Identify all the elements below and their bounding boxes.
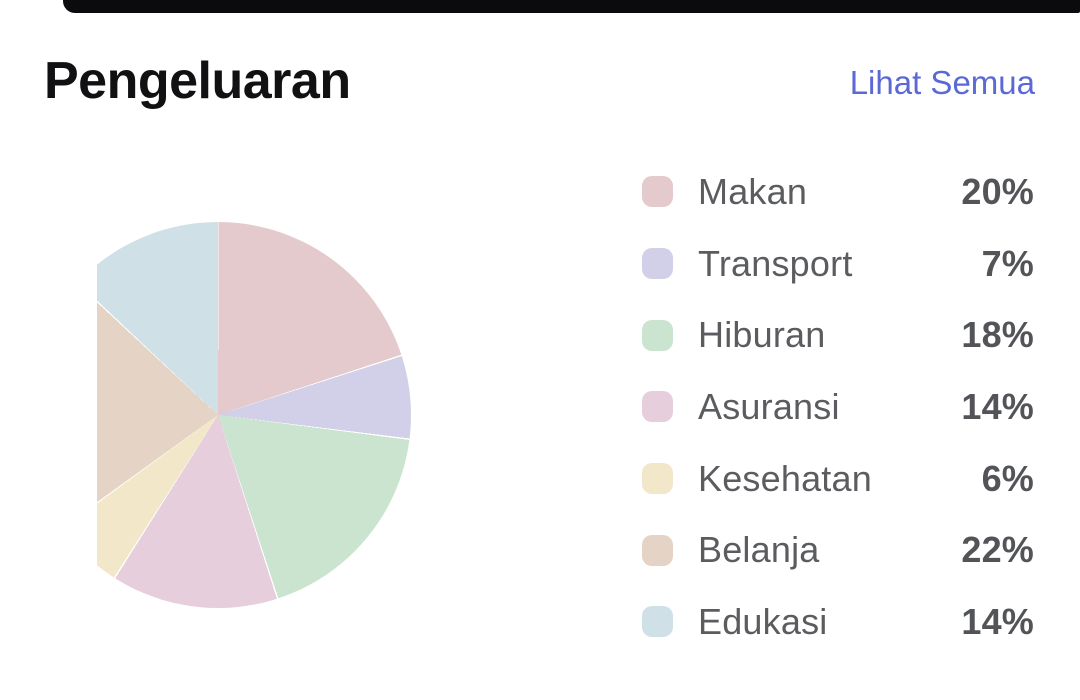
legend-item: Belanja 22%	[642, 514, 1034, 586]
pie-circle	[97, 222, 411, 608]
see-all-link[interactable]: Lihat Semua	[849, 64, 1035, 101]
legend-value: 7%	[981, 242, 1034, 284]
legend-label: Kesehatan	[698, 457, 872, 499]
legend-label: Makan	[698, 170, 808, 212]
legend-item: Transport 7%	[642, 228, 1034, 300]
page-title: Pengeluaran	[44, 52, 351, 110]
legend-swatch	[642, 248, 673, 280]
legend-label: Edukasi	[698, 600, 828, 642]
legend-value: 14%	[961, 385, 1034, 427]
legend-item: Asuransi 14%	[642, 371, 1034, 443]
legend-value: 6%	[981, 457, 1034, 499]
top-card-edge	[63, 0, 1080, 13]
legend-swatch	[642, 463, 673, 495]
legend: Makan 20% Transport 7% Hiburan 18% Asura…	[642, 156, 1034, 658]
legend-item: Makan 20%	[642, 156, 1034, 228]
legend-item: Kesehatan 6%	[642, 443, 1034, 515]
legend-swatch	[642, 391, 673, 423]
legend-value: 20%	[961, 170, 1034, 212]
legend-swatch	[642, 606, 673, 638]
legend-label: Asuransi	[698, 385, 840, 427]
legend-swatch	[642, 176, 673, 208]
legend-swatch	[642, 319, 673, 351]
legend-label: Belanja	[698, 529, 820, 571]
legend-label: Hiburan	[698, 314, 826, 356]
pie-chart	[97, 222, 415, 612]
legend-value: 14%	[961, 600, 1034, 642]
legend-item: Hiburan 18%	[642, 299, 1034, 371]
legend-swatch	[642, 534, 673, 566]
legend-item: Edukasi 14%	[642, 586, 1034, 658]
legend-value: 22%	[961, 529, 1034, 571]
legend-label: Transport	[698, 242, 853, 284]
legend-value: 18%	[961, 314, 1034, 356]
